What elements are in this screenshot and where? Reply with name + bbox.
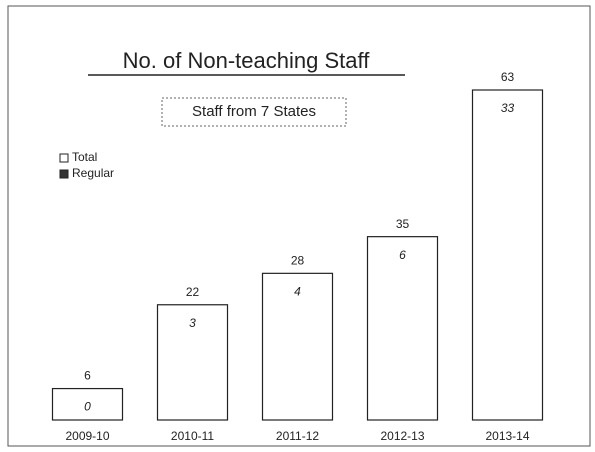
bar — [261, 272, 334, 421]
x-tick-label: 2012-13 — [380, 429, 424, 443]
bar — [471, 89, 544, 421]
value-label: 6 — [84, 369, 91, 383]
bar — [366, 236, 439, 421]
x-tick-label: 2013-14 — [485, 429, 529, 443]
bar — [156, 304, 229, 421]
x-tick-label: 2009-10 — [65, 429, 109, 443]
frame — [7, 5, 591, 447]
legend-label: Regular — [72, 166, 114, 180]
subtitle-box — [161, 97, 347, 127]
value-label: 63 — [501, 70, 515, 84]
value-label: 35 — [396, 217, 410, 231]
legend-label: Total — [72, 150, 97, 164]
legend-swatch — [59, 153, 69, 163]
regular-label: 3 — [189, 316, 196, 330]
regular-label: 33 — [501, 101, 515, 115]
regular-label: 6 — [399, 248, 406, 262]
value-label: 28 — [291, 254, 305, 268]
x-tick-label: 2011-12 — [276, 429, 319, 443]
value-label: 22 — [186, 285, 200, 299]
regular-label: 0 — [84, 400, 91, 414]
subtitle: Staff from 7 States — [192, 103, 316, 120]
chart-title: No. of Non-teaching Staff — [123, 48, 371, 73]
legend-swatch — [59, 169, 69, 179]
x-tick-label: 2010-11 — [171, 429, 214, 443]
regular-label: 4 — [294, 285, 301, 299]
bar — [51, 387, 124, 421]
